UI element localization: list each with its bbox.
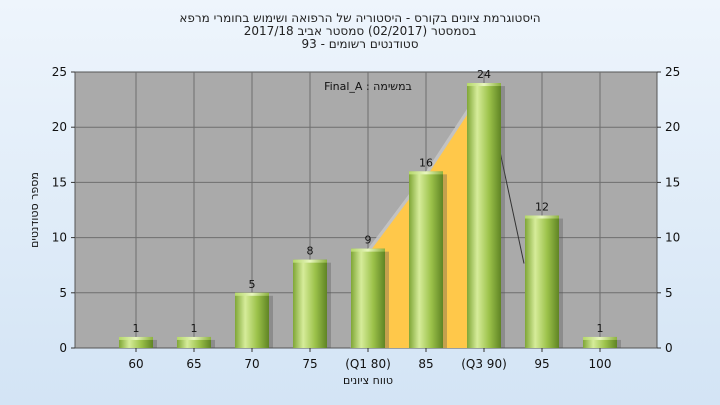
- bar-5: [409, 171, 443, 348]
- y-tick-label-left-5: 5: [59, 286, 67, 300]
- bar-1: [177, 336, 211, 348]
- bar-7: [525, 215, 559, 348]
- bar-4: [351, 248, 385, 348]
- x-tick-label-3: 75: [302, 357, 317, 371]
- y-tick-label-left-0: 0: [59, 341, 67, 355]
- y-tick-label-right-15: 15: [665, 175, 680, 189]
- bar-6: [467, 83, 501, 348]
- legend-label: Final_A : במשימה: [324, 80, 412, 93]
- bar-top-8: [583, 336, 617, 340]
- y-tick-label-left-25: 25: [52, 65, 67, 79]
- title-line-3: סטודנטים רשומים - 93: [301, 37, 418, 51]
- x-tick-label-5: 85: [418, 357, 433, 371]
- y-tick-label-left-20: 20: [52, 120, 67, 134]
- data-label-4: 9: [365, 234, 372, 247]
- title-line-1: היסטוגרמת ציונים בקורס - היסטוריה של הרפ…: [179, 11, 540, 25]
- bar-2: [235, 292, 269, 348]
- y-tick-label-right-25: 25: [665, 65, 680, 79]
- x-tick-label-7: 95: [534, 357, 549, 371]
- bar-top-7: [525, 215, 559, 219]
- chart-title: היסטוגרמת ציונים בקורס - היסטוריה של הרפ…: [179, 11, 540, 51]
- y-tick-label-right-5: 5: [665, 286, 673, 300]
- y-tick-label-right-10: 10: [665, 231, 680, 245]
- data-label-0: 1: [133, 322, 140, 335]
- data-label-5: 16: [419, 156, 433, 169]
- x-tick-label-2: 70: [244, 357, 259, 371]
- bar-8: [583, 336, 617, 348]
- data-label-1: 1: [191, 322, 198, 335]
- y-tick-label-left-10: 10: [52, 231, 67, 245]
- bar-top-3: [293, 259, 327, 263]
- bar-top-4: [351, 248, 385, 252]
- data-label-8: 1: [597, 322, 604, 335]
- bar-top-6: [467, 83, 501, 87]
- data-label-2: 5: [249, 278, 256, 291]
- data-label-3: 8: [307, 245, 314, 258]
- y-tick-label-right-0: 0: [665, 341, 673, 355]
- y-axis-label: מספר סטודנטים: [28, 172, 41, 248]
- bar-3: [293, 259, 327, 348]
- data-label-6: 24: [477, 68, 491, 81]
- x-tick-label-4: (Q1 80): [345, 357, 391, 371]
- x-tick-label-6: (Q3 90): [461, 357, 507, 371]
- x-tick-label-0: 60: [128, 357, 143, 371]
- bar-0: [119, 336, 153, 348]
- x-axis-label: טווח ציונים: [343, 374, 393, 387]
- bar-top-0: [119, 336, 153, 340]
- data-labels: 1 1 5 8 9 16 24 12 1: [133, 68, 604, 335]
- data-label-7: 12: [535, 201, 549, 214]
- y-tick-label-left-15: 15: [52, 175, 67, 189]
- bar-top-1: [177, 336, 211, 340]
- bar-top-5: [409, 171, 443, 175]
- x-tick-label-1: 65: [186, 357, 201, 371]
- bar-top-2: [235, 292, 269, 296]
- title-line-2: בסמסטר (02/2017) סמסטר אביב 2017/18: [244, 24, 476, 38]
- x-tick-label-8: 100: [589, 357, 612, 371]
- bars: [119, 83, 621, 348]
- y-tick-label-right-20: 20: [665, 120, 680, 134]
